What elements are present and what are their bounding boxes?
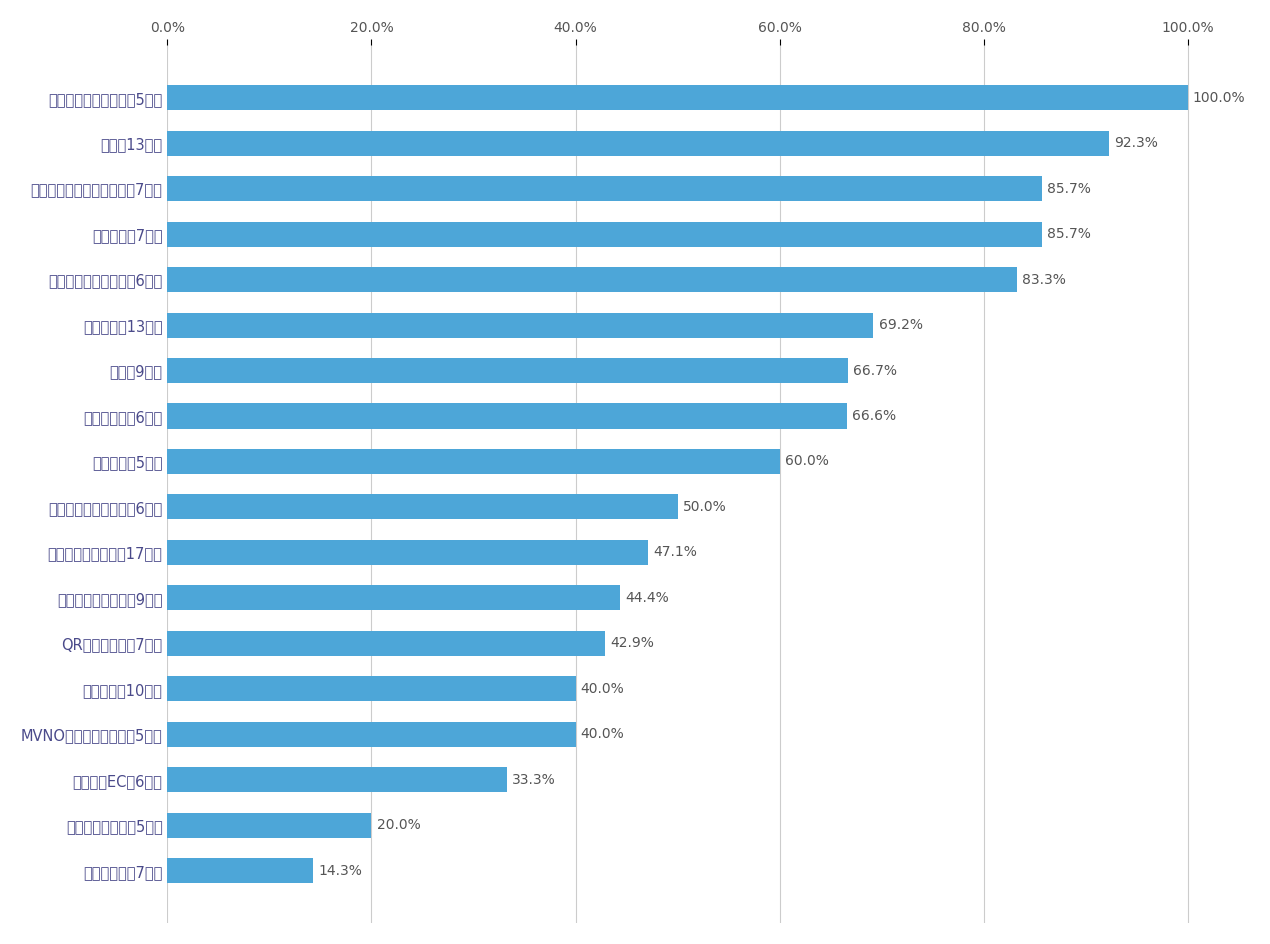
Text: 100.0%: 100.0% (1193, 91, 1246, 105)
Text: 66.6%: 66.6% (852, 409, 897, 423)
Bar (168, 858, 314, 884)
Text: 40.0%: 40.0% (580, 682, 625, 696)
Text: 83.3%: 83.3% (1022, 273, 1067, 287)
Text: 66.7%: 66.7% (853, 363, 897, 378)
Text: 69.2%: 69.2% (879, 318, 922, 332)
Bar (168, 358, 848, 383)
Bar (168, 403, 847, 429)
Bar (168, 222, 1041, 246)
Text: 44.4%: 44.4% (626, 591, 669, 605)
Text: 33.3%: 33.3% (512, 773, 556, 786)
Text: 20.0%: 20.0% (377, 818, 420, 833)
Bar (168, 130, 1109, 156)
Bar (168, 722, 575, 747)
Bar (168, 813, 372, 837)
Bar (168, 449, 780, 474)
Text: 47.1%: 47.1% (653, 546, 697, 560)
Bar (168, 495, 678, 519)
Text: 50.0%: 50.0% (683, 500, 726, 514)
Text: 42.9%: 42.9% (611, 636, 654, 650)
Bar (168, 267, 1017, 292)
Text: 85.7%: 85.7% (1046, 228, 1091, 241)
Text: 85.7%: 85.7% (1046, 181, 1091, 195)
Bar (168, 85, 1187, 110)
Text: 60.0%: 60.0% (785, 454, 828, 468)
Bar (168, 767, 507, 792)
Text: 14.3%: 14.3% (319, 864, 362, 878)
Bar (168, 585, 621, 611)
Text: 40.0%: 40.0% (580, 727, 625, 741)
Text: 92.3%: 92.3% (1114, 136, 1158, 150)
Bar (168, 631, 605, 656)
Bar (168, 676, 575, 701)
Bar (168, 312, 874, 338)
Bar (168, 177, 1041, 201)
Bar (168, 540, 648, 565)
